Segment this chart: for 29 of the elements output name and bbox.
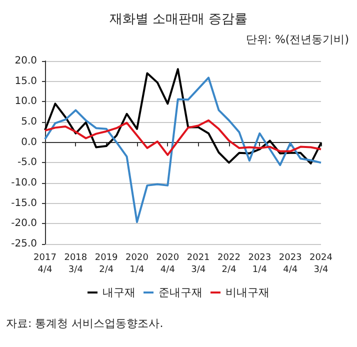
x-tick-label: 2021 3/4 <box>186 253 210 275</box>
x-tick-label: 2020 4/4 <box>156 253 180 275</box>
y-tick-label: 15.0 <box>14 76 37 87</box>
legend-label: 비내구재 <box>226 286 270 299</box>
y-tick-label: -25.0 <box>11 238 37 250</box>
y-tick-label: 5.0 <box>21 116 37 128</box>
x-tick-label: 2018 3/4 <box>64 253 88 275</box>
x-tick-label: 2023 4/4 <box>278 253 302 275</box>
line-series <box>44 76 322 224</box>
y-tick-label: -15.0 <box>11 198 37 209</box>
x-tick-label: 2023 1/4 <box>248 253 272 275</box>
y-tick-label: 0.0 <box>21 136 37 148</box>
y-tick-label: 20.0 <box>14 56 37 66</box>
x-tick-label: 2020 1/4 <box>126 253 149 275</box>
line-series <box>44 119 322 156</box>
x-tick-label: 2022 2/4 <box>218 253 240 275</box>
legend-label: 내구재 <box>102 286 136 299</box>
x-tick-label: 2024 3/4 <box>310 253 333 275</box>
line-series <box>44 68 322 164</box>
y-tick-label: -10.0 <box>11 178 37 188</box>
x-tick-label: 2017 4/4 <box>34 253 56 275</box>
chart-title: 재화별 소매판매 증감률 <box>109 12 248 27</box>
x-tick-label: 2019 2/4 <box>94 253 118 275</box>
text: 자료: 통계청 서비스업동향조사. <box>6 317 164 330</box>
y-tick-label: -20.0 <box>11 218 37 230</box>
chart-subtitle: 단위: %(전년동기비) <box>246 33 350 46</box>
y-tick-label: -5.0 <box>17 157 37 168</box>
y-tick-label: 10.0 <box>14 96 37 108</box>
legend-label: 준내구재 <box>158 286 202 299</box>
